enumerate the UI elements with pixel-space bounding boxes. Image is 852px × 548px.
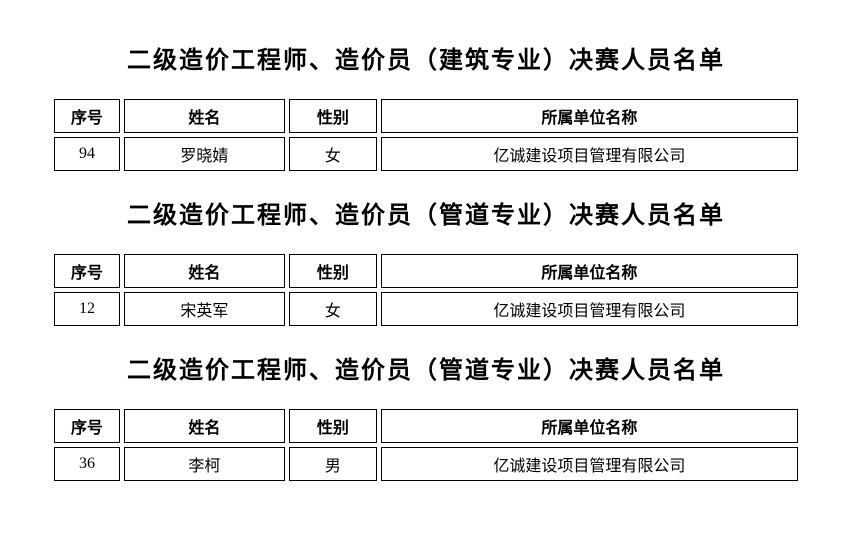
col-seq-header: 序号	[54, 99, 120, 133]
table-header-row: 序号 姓名 性别 所属单位名称	[54, 99, 798, 133]
roster-table: 序号 姓名 性别 所属单位名称 94 罗晓婧 女 亿诚建设项目管理有限公司	[50, 95, 802, 175]
cell-gender: 女	[289, 137, 377, 171]
section-title: 二级造价工程师、造价员（管道专业）决赛人员名单	[50, 350, 802, 385]
table-row: 36 李柯 男 亿诚建设项目管理有限公司	[54, 447, 798, 481]
roster-table: 序号 姓名 性别 所属单位名称 36 李柯 男 亿诚建设项目管理有限公司	[50, 405, 802, 485]
col-name-header: 姓名	[124, 254, 285, 288]
col-org-header: 所属单位名称	[381, 409, 798, 443]
col-org-header: 所属单位名称	[381, 254, 798, 288]
cell-name: 宋英军	[124, 292, 285, 326]
section-3: 二级造价工程师、造价员（管道专业）决赛人员名单 序号 姓名 性别 所属单位名称 …	[50, 350, 802, 485]
table-row: 94 罗晓婧 女 亿诚建设项目管理有限公司	[54, 137, 798, 171]
col-gender-header: 性别	[289, 254, 377, 288]
cell-name: 罗晓婧	[124, 137, 285, 171]
cell-gender: 女	[289, 292, 377, 326]
section-title: 二级造价工程师、造价员（管道专业）决赛人员名单	[50, 195, 802, 230]
cell-seq: 36	[54, 447, 120, 481]
col-name-header: 姓名	[124, 409, 285, 443]
section-2: 二级造价工程师、造价员（管道专业）决赛人员名单 序号 姓名 性别 所属单位名称 …	[50, 195, 802, 330]
col-seq-header: 序号	[54, 254, 120, 288]
cell-name: 李柯	[124, 447, 285, 481]
cell-org: 亿诚建设项目管理有限公司	[381, 292, 798, 326]
col-seq-header: 序号	[54, 409, 120, 443]
table-header-row: 序号 姓名 性别 所属单位名称	[54, 254, 798, 288]
section-1: 二级造价工程师、造价员（建筑专业）决赛人员名单 序号 姓名 性别 所属单位名称 …	[50, 40, 802, 175]
col-org-header: 所属单位名称	[381, 99, 798, 133]
cell-seq: 94	[54, 137, 120, 171]
col-gender-header: 性别	[289, 409, 377, 443]
col-name-header: 姓名	[124, 99, 285, 133]
cell-org: 亿诚建设项目管理有限公司	[381, 137, 798, 171]
table-row: 12 宋英军 女 亿诚建设项目管理有限公司	[54, 292, 798, 326]
col-gender-header: 性别	[289, 99, 377, 133]
roster-table: 序号 姓名 性别 所属单位名称 12 宋英军 女 亿诚建设项目管理有限公司	[50, 250, 802, 330]
cell-gender: 男	[289, 447, 377, 481]
cell-org: 亿诚建设项目管理有限公司	[381, 447, 798, 481]
table-header-row: 序号 姓名 性别 所属单位名称	[54, 409, 798, 443]
cell-seq: 12	[54, 292, 120, 326]
section-title: 二级造价工程师、造价员（建筑专业）决赛人员名单	[50, 40, 802, 75]
